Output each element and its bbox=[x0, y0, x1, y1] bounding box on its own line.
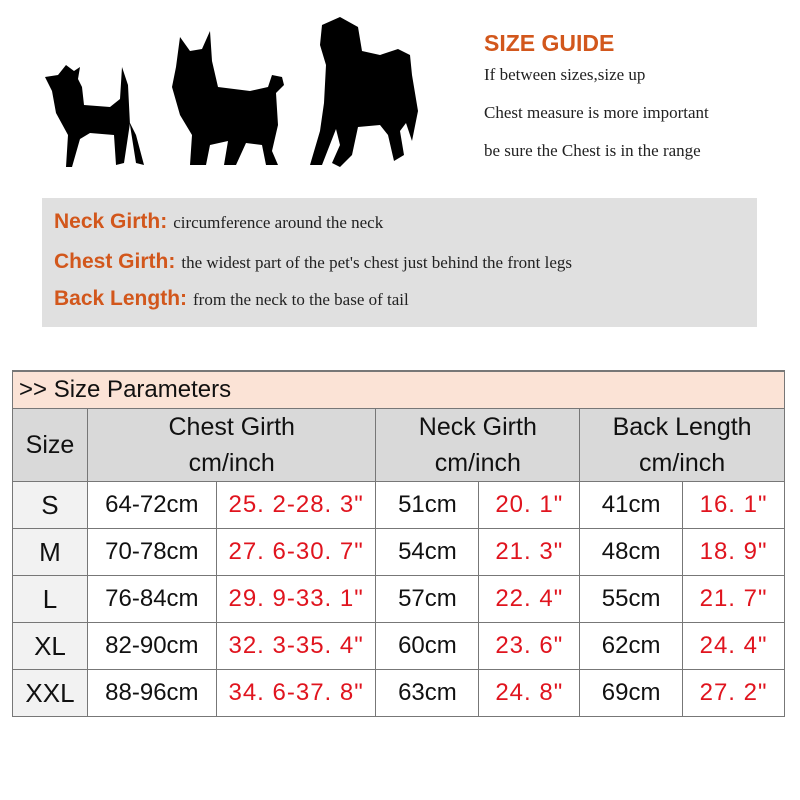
cell-size: XXL bbox=[12, 669, 88, 717]
cell-neck-in: 22. 4" bbox=[478, 575, 581, 623]
guide-note: be sure the Chest is in the range bbox=[484, 141, 701, 160]
header-neck-girth: Neck Girth cm/inch bbox=[375, 408, 581, 482]
cell-size: XL bbox=[12, 622, 88, 670]
cell-neck-cm: 54cm bbox=[375, 528, 480, 576]
cell-size: S bbox=[12, 481, 88, 529]
header-back-length: Back Length cm/inch bbox=[579, 408, 785, 482]
cell-back-cm: 48cm bbox=[579, 528, 684, 576]
header-unit: cm/inch bbox=[639, 449, 726, 477]
measurement-definitions: Neck Girth: circumference around the neck… bbox=[42, 198, 757, 327]
cell-back-in: 27. 2" bbox=[682, 669, 785, 717]
definition-term: Neck Girth: bbox=[54, 210, 168, 233]
cell-size: L bbox=[12, 575, 88, 623]
definition-term: Chest Girth: bbox=[54, 250, 176, 273]
table-row: S 64-72cm 25. 2-28. 3" 51cm 20. 1" 41cm 16. 1" bbox=[12, 481, 785, 529]
cell-chest-in: 29. 9-33. 1" bbox=[215, 575, 377, 623]
dog-silhouettes-image bbox=[45, 17, 418, 167]
table-row: L 76-84cm 29. 9-33. 1" 57cm 22. 4" 55cm 21. 7" bbox=[12, 575, 785, 623]
definition-term: Back Length: bbox=[54, 287, 188, 310]
cell-chest-cm: 64-72cm bbox=[86, 481, 217, 529]
size-guide-notes: SIZE GUIDE If between sizes,size up Ches… bbox=[484, 30, 709, 179]
header-unit: cm/inch bbox=[434, 449, 521, 477]
cell-back-in: 16. 1" bbox=[682, 481, 785, 529]
header-size: Size bbox=[12, 408, 88, 482]
table-row: XXL 88-96cm 34. 6-37. 8" 63cm 24. 8" 69cm 27. … bbox=[12, 669, 785, 717]
yorkie-silhouette-icon bbox=[172, 31, 284, 165]
size-guide-title: SIZE GUIDE bbox=[484, 30, 615, 56]
cell-chest-cm: 82-90cm bbox=[86, 622, 217, 670]
header-label: Neck Girth bbox=[418, 413, 537, 441]
definition-desc: circumference around the neck bbox=[173, 213, 384, 232]
guide-note: Chest measure is more important bbox=[484, 103, 709, 122]
definition-neck-girth: Neck Girth: circumference around the neck bbox=[54, 210, 383, 234]
cell-back-in: 24. 4" bbox=[682, 622, 785, 670]
cell-neck-cm: 57cm bbox=[375, 575, 480, 623]
cell-back-in: 21. 7" bbox=[682, 575, 785, 623]
cell-neck-in: 20. 1" bbox=[478, 481, 581, 529]
size-parameters-table: >> Size Parameters Size Chest Girth cm/in… bbox=[12, 370, 785, 717]
cell-neck-cm: 51cm bbox=[375, 481, 480, 529]
cell-chest-in: 34. 6-37. 8" bbox=[215, 669, 377, 717]
header-label: Chest Girth bbox=[168, 413, 295, 441]
cell-chest-cm: 70-78cm bbox=[86, 528, 217, 576]
cell-neck-in: 21. 3" bbox=[478, 528, 581, 576]
cell-back-cm: 69cm bbox=[579, 669, 684, 717]
cell-neck-cm: 60cm bbox=[375, 622, 480, 670]
cell-size: M bbox=[12, 528, 88, 576]
cell-chest-in: 32. 3-35. 4" bbox=[215, 622, 377, 670]
cell-back-cm: 62cm bbox=[579, 622, 684, 670]
table-row: M 70-78cm 27. 6-30. 7" 54cm 21. 3" 48cm 18. 9" bbox=[12, 528, 785, 576]
header-label: Back Length bbox=[612, 413, 752, 441]
cell-chest-cm: 88-96cm bbox=[86, 669, 217, 717]
guide-note: If between sizes,size up bbox=[484, 65, 646, 84]
table-title: >> Size Parameters bbox=[12, 370, 785, 409]
cell-back-cm: 41cm bbox=[579, 481, 684, 529]
cell-neck-cm: 63cm bbox=[375, 669, 480, 717]
chihuahua-silhouette-icon bbox=[45, 65, 144, 167]
cell-chest-cm: 76-84cm bbox=[86, 575, 217, 623]
definition-desc: the widest part of the pet's chest just … bbox=[181, 253, 573, 272]
cell-neck-in: 23. 6" bbox=[478, 622, 581, 670]
definition-back-length: Back Length: from the neck to the base of… bbox=[54, 287, 409, 311]
definition-chest-girth: Chest Girth: the widest part of the pet's… bbox=[54, 250, 572, 274]
cell-back-cm: 55cm bbox=[579, 575, 684, 623]
cell-back-in: 18. 9" bbox=[682, 528, 785, 576]
header-chest-girth: Chest Girth cm/inch bbox=[86, 408, 377, 482]
cell-neck-in: 24. 8" bbox=[478, 669, 581, 717]
table-row: XL 82-90cm 32. 3-35. 4" 60cm 23. 6" 62cm 24. 4… bbox=[12, 622, 785, 670]
definition-desc: from the neck to the base of tail bbox=[193, 290, 409, 309]
header-unit: cm/inch bbox=[188, 449, 275, 477]
cell-chest-in: 27. 6-30. 7" bbox=[215, 528, 377, 576]
pug-silhouette-icon bbox=[310, 17, 418, 167]
cell-chest-in: 25. 2-28. 3" bbox=[215, 481, 377, 529]
